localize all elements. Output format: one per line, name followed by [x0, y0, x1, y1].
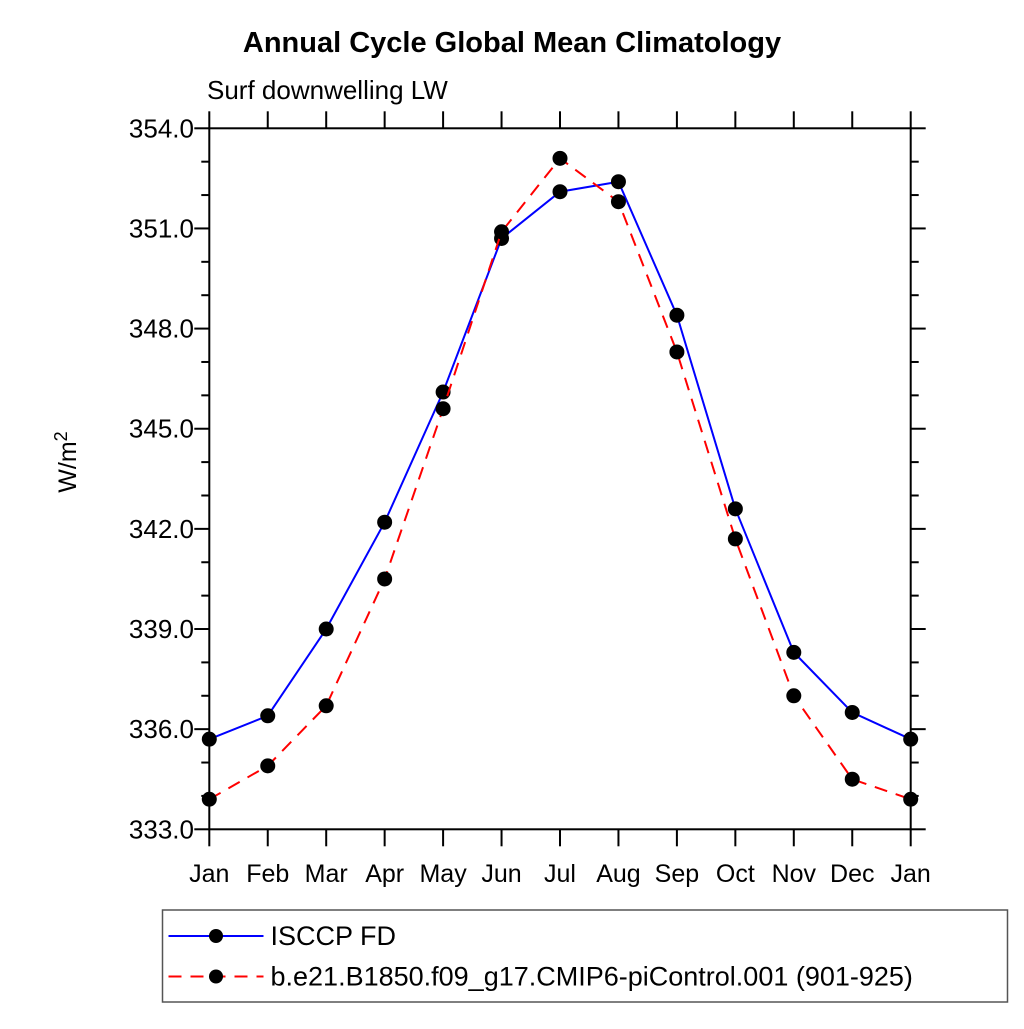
data-point-marker	[903, 731, 919, 747]
x-tick-label: Oct	[716, 860, 755, 888]
data-point-marker	[727, 531, 743, 547]
y-axis-label-unit: W/m	[54, 441, 82, 492]
x-tick-label: Jul	[544, 860, 576, 888]
data-point-marker	[669, 344, 685, 360]
data-point-marker	[610, 174, 626, 190]
chart-title: Annual Cycle Global Mean Climatology	[243, 27, 781, 59]
y-tick-label: 345.0	[129, 414, 194, 444]
data-point-marker	[318, 698, 334, 714]
plot-frame	[208, 127, 912, 831]
x-tick-label: Jan	[891, 860, 931, 888]
x-tick-label: Dec	[830, 860, 874, 888]
chart-subtitle: Surf downwelling LW	[207, 75, 448, 105]
y-axis-label: W/m2	[51, 431, 82, 492]
x-tick-label: Apr	[365, 860, 404, 888]
data-point-marker	[786, 644, 802, 660]
legend-label: ISCCP FD	[271, 921, 397, 951]
y-tick-label: 342.0	[129, 514, 194, 544]
y-tick-label: 336.0	[129, 714, 194, 744]
data-point-marker	[727, 501, 743, 517]
x-tick-label: Mar	[305, 860, 348, 888]
x-tick-label: May	[419, 860, 467, 888]
y-tick-label: 351.0	[129, 213, 194, 243]
data-point-marker	[903, 791, 919, 807]
x-tick-label: Jun	[481, 860, 521, 888]
x-tick-label: Feb	[246, 860, 289, 888]
data-point-marker	[260, 708, 276, 724]
legend-box	[161, 909, 1009, 1003]
data-point-marker	[552, 184, 568, 200]
legend-marker	[209, 969, 223, 984]
data-point-marker	[435, 401, 451, 417]
data-point-marker	[552, 150, 568, 166]
y-tick-label: 354.0	[129, 113, 194, 143]
y-tick-label: 339.0	[129, 614, 194, 644]
data-point-marker	[494, 224, 510, 240]
data-point-marker	[318, 621, 334, 637]
data-point-marker	[201, 731, 217, 747]
x-tick-label: Aug	[596, 860, 640, 888]
plot-series	[201, 150, 919, 807]
data-point-marker	[669, 307, 685, 323]
series-line-1	[208, 156, 912, 801]
x-tick-label: Sep	[655, 860, 699, 888]
axes: 333.0 336.0 339.0 342.0 345.0 348.0 351.0 354.0…	[129, 111, 931, 888]
data-point-marker	[844, 771, 860, 787]
data-point-marker	[786, 688, 802, 704]
data-point-marker	[610, 194, 626, 210]
legend-label: b.e21.B1850.f09_g17.CMIP6-piControl.001 …	[271, 962, 913, 992]
y-tick-label: 333.0	[129, 814, 194, 844]
y-tick-label: 348.0	[129, 314, 194, 344]
y-axis-label-exponent: 2	[51, 431, 71, 441]
series-line-0	[208, 180, 912, 741]
legend-marker	[209, 929, 223, 943]
x-tick-label: Nov	[772, 860, 817, 888]
data-point-marker	[260, 758, 276, 774]
legend: ISCCP FD b.e21.B1850.f09_g17.CMIP6-piCont…	[161, 909, 1009, 1003]
data-point-marker	[377, 571, 393, 587]
data-point-marker	[377, 514, 393, 530]
data-point-marker	[844, 704, 860, 720]
x-tick-label: Jan	[189, 860, 229, 888]
data-point-marker	[201, 791, 217, 807]
